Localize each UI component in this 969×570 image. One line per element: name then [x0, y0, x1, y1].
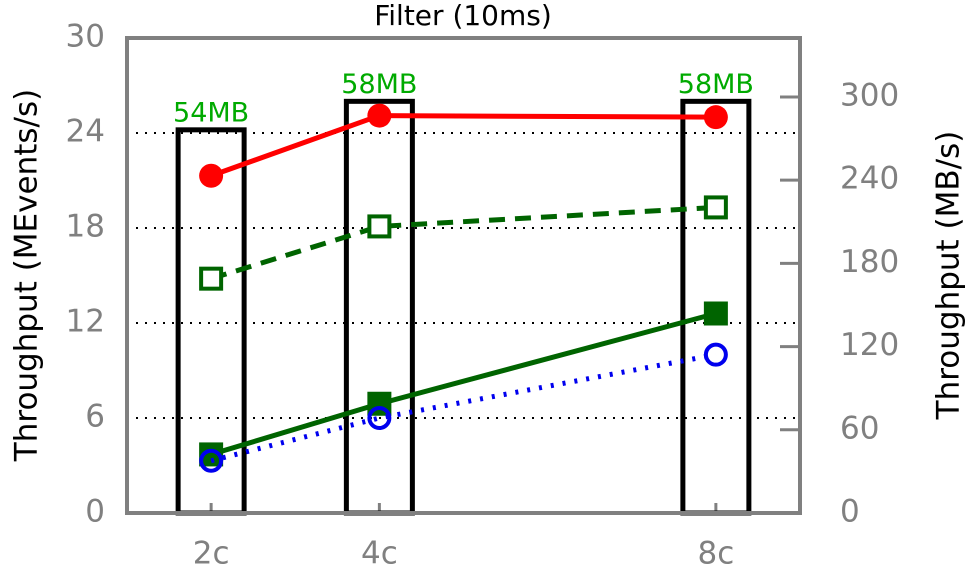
marker	[367, 214, 392, 239]
series-line	[210, 113, 716, 179]
bar-annotation: 58MB	[341, 69, 417, 100]
marker	[199, 163, 224, 188]
bar-annotation: 58MB	[678, 69, 754, 100]
series-line	[210, 204, 717, 282]
marker	[703, 105, 728, 130]
marker	[367, 406, 392, 430]
y2-tick-label: 0	[840, 494, 860, 530]
y2-tick-label: 300	[840, 77, 899, 113]
x-tick-label: 2c	[193, 536, 230, 570]
y-tick-label: 6	[85, 399, 105, 435]
x-tick-label: 4c	[361, 536, 398, 570]
y2-axis-label: Throughput (MB/s)	[931, 131, 967, 421]
y2-tick-label: 180	[840, 244, 899, 280]
chart-title: Filter (10ms)	[374, 0, 552, 32]
marker	[703, 301, 728, 326]
y2-tick-label: 240	[840, 161, 899, 197]
series-line	[210, 311, 717, 457]
marker	[703, 342, 728, 367]
marker	[703, 195, 728, 220]
marker	[367, 103, 392, 128]
y2-tick-label: 60	[840, 410, 879, 446]
bar-annotation: 54MB	[173, 97, 249, 128]
bar	[343, 98, 415, 516]
marker	[199, 266, 224, 291]
series-line	[210, 352, 717, 464]
y-axis-label: Throughput (MEvents/s)	[9, 89, 45, 462]
y-tick-label: 0	[85, 494, 105, 530]
x-tick-label: 8c	[697, 536, 734, 570]
marker	[199, 448, 224, 473]
y-tick-label: 12	[66, 304, 105, 340]
plot-frame	[125, 36, 802, 515]
y-tick-label: 18	[66, 209, 105, 245]
y2-tick-label: 120	[840, 327, 899, 363]
y-tick-label: 24	[66, 114, 105, 150]
y-tick-label: 30	[66, 19, 105, 55]
